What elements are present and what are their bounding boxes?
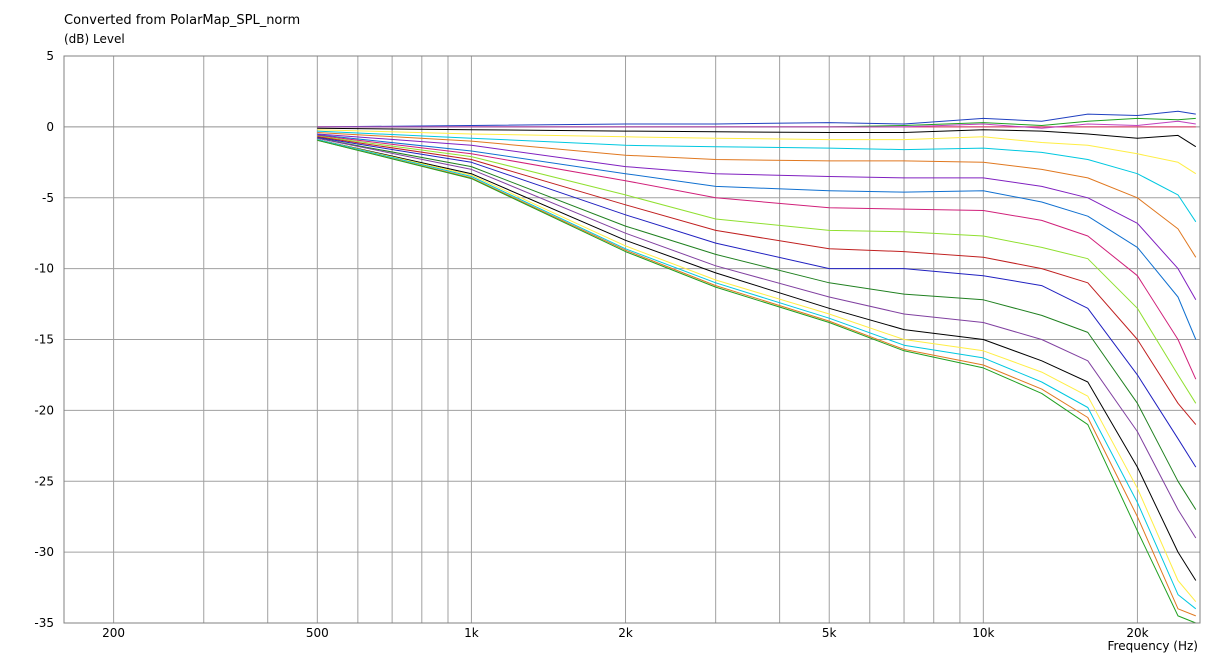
series-line-5 [317,127,1197,148]
series-line-17 [317,139,1197,581]
series-line-11 [317,134,1197,380]
series-line-6 [317,129,1197,175]
y-tick-label: -25 [34,474,54,488]
y-axis-label: (dB) Level [64,32,125,46]
y-tick-label: 5 [46,49,54,63]
y-tick-label: -30 [34,545,54,559]
series-line-10 [317,134,1197,340]
y-tick-label: -10 [34,262,54,276]
plot-frame [63,55,1201,624]
x-tick-label: 10k [972,626,994,640]
x-tick-labels: 200 500 1k 2k 5k 10k 20k [102,626,1148,640]
series-line-14 [317,137,1197,468]
x-tick-label: 200 [102,626,125,640]
y-tick-label: -35 [34,616,54,630]
series-line-7 [317,130,1197,223]
series-line-20 [317,139,1196,617]
series-line-4 [317,120,1196,129]
x-axis-label: Frequency (Hz) [1108,639,1199,653]
series-line-13 [317,136,1197,425]
y-tick-label: -20 [34,403,54,417]
series-line-18 [317,139,1197,603]
y-tick-label: -5 [42,191,54,205]
series-line-2 [317,110,1196,128]
x-tick-label: 2k [618,626,633,640]
y-tick-label: -15 [34,333,54,347]
y-tick-label: 0 [46,120,54,134]
series-line-8 [317,132,1197,258]
x-tick-label: 20k [1126,626,1148,640]
series-line-15 [317,137,1197,510]
series-line-21 [317,139,1196,624]
x-tick-label: 1k [464,626,479,640]
x-tick-label: 500 [306,626,329,640]
series-line-12 [317,135,1197,404]
series-line-9 [317,133,1197,301]
y-tick-labels: 5 0 -5 -10 -15 -20 -25 -30 -35 [34,49,54,630]
x-tick-label: 5k [822,626,837,640]
series-line-16 [317,137,1197,539]
series-group [317,110,1197,624]
series-line-19 [317,139,1197,610]
chart-title: Converted from PolarMap_SPL_norm [64,13,301,28]
